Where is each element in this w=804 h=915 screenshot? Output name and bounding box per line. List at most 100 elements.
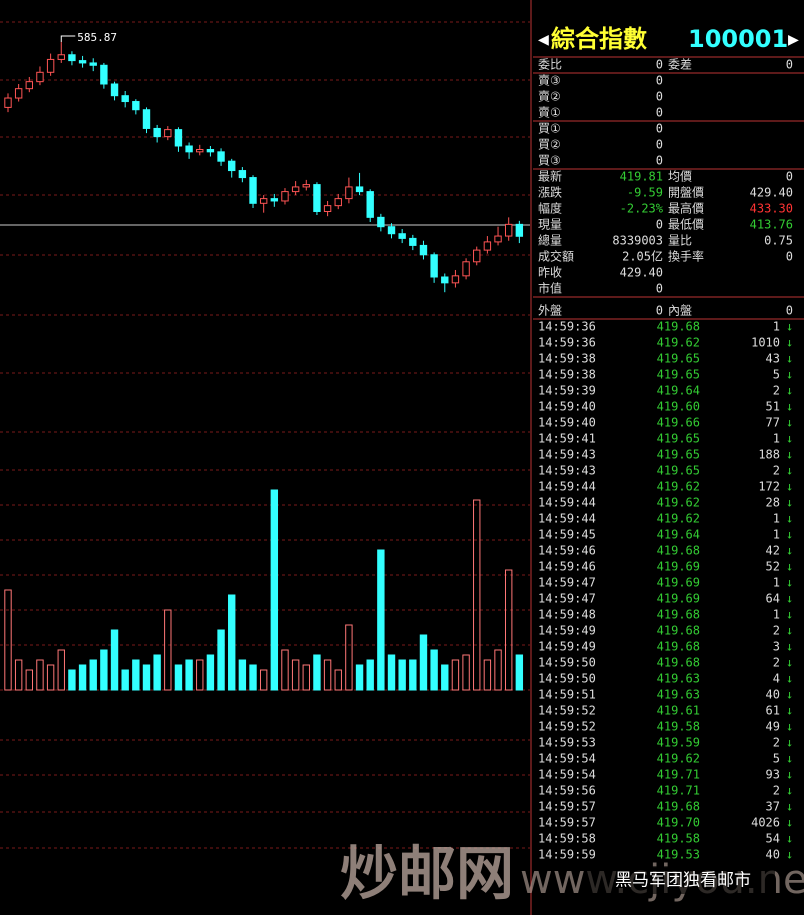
index-code: 100001	[688, 25, 788, 53]
candle-body	[323, 205, 332, 212]
volume-bar	[323, 659, 332, 691]
candle-body	[355, 186, 364, 193]
tick-arrow: ↓	[786, 608, 793, 622]
tick-volume: 49	[766, 720, 780, 734]
tick-price: 419.58	[657, 832, 700, 846]
tick-arrow: ↓	[786, 400, 793, 414]
tick-price: 419.62	[657, 752, 700, 766]
tick-arrow: ↓	[786, 720, 793, 734]
tick-price: 419.71	[657, 784, 700, 798]
tick-volume: 43	[766, 352, 780, 366]
volume-bar	[281, 649, 289, 691]
candle-body	[196, 148, 204, 153]
volume-bar	[174, 664, 183, 691]
volume-bar	[334, 669, 342, 691]
tick-volume: 42	[766, 544, 780, 558]
tick-time: 14:59:38	[538, 352, 596, 366]
tick-volume: 1	[773, 320, 780, 334]
tick-volume: 1	[773, 432, 780, 446]
tick-time: 14:59:58	[538, 832, 596, 846]
tick-volume: 1	[773, 512, 780, 526]
volume-bar	[291, 659, 300, 691]
tick-time: 14:59:47	[538, 592, 596, 606]
tick-price: 419.60	[657, 400, 700, 414]
volume-bar	[462, 654, 470, 691]
field-value: 0	[786, 58, 793, 72]
tick-price: 419.62	[657, 496, 700, 510]
tick-time: 14:59:54	[538, 768, 596, 782]
volume-bar	[494, 649, 502, 691]
tick-time: 14:59:50	[538, 672, 596, 686]
tick-price: 419.68	[657, 656, 700, 670]
tick-arrow: ↓	[786, 800, 793, 814]
tick-arrow: ↓	[786, 352, 793, 366]
tick-price: 419.63	[657, 672, 700, 686]
volume-bar	[345, 624, 353, 691]
tick-arrow: ↓	[786, 592, 793, 606]
tick-time: 14:59:54	[538, 752, 596, 766]
volume-bar	[164, 609, 172, 691]
candle-body	[46, 58, 55, 73]
tick-time: 14:59:49	[538, 640, 596, 654]
volume-bar	[78, 664, 87, 691]
next-arrow[interactable]: ▶	[788, 29, 799, 50]
candle-body	[36, 71, 44, 83]
tick-arrow: ↓	[786, 704, 793, 718]
volume-bar	[504, 569, 513, 691]
tick-time: 14:59:52	[538, 704, 596, 718]
tick-arrow: ↓	[786, 416, 793, 430]
field-value: 0	[786, 170, 793, 184]
volume-bar	[419, 634, 428, 691]
volume-bar	[249, 664, 257, 691]
candle-body	[228, 160, 236, 172]
volume-bar	[25, 669, 34, 691]
tick-price: 419.65	[657, 432, 700, 446]
volume-bar	[4, 589, 12, 691]
tick-arrow: ↓	[786, 336, 793, 350]
tick-time: 14:59:50	[538, 656, 596, 670]
tick-time: 14:59:43	[538, 448, 596, 462]
tick-price: 419.62	[657, 336, 700, 350]
tick-arrow: ↓	[786, 832, 793, 846]
prev-arrow[interactable]: ◀	[538, 29, 549, 50]
tick-volume: 1	[773, 576, 780, 590]
tick-volume: 2	[773, 384, 780, 398]
tick-volume: 37	[766, 800, 780, 814]
tick-volume: 4026	[751, 816, 780, 830]
tick-arrow: ↓	[786, 560, 793, 574]
volume-bar	[355, 664, 364, 691]
candle-body	[68, 54, 76, 62]
candle-body	[89, 62, 97, 66]
volume-bar	[409, 659, 417, 691]
field-value: 2.05亿	[622, 249, 663, 264]
tick-price: 419.64	[657, 384, 700, 398]
tick-price: 419.62	[657, 512, 700, 526]
field-value: 0.75	[764, 234, 793, 248]
tick-volume: 2	[773, 624, 780, 638]
candle-body	[398, 233, 406, 239]
candle-body	[164, 129, 172, 138]
tick-time: 14:59:41	[538, 432, 596, 446]
candle-body	[142, 109, 151, 129]
candle-body	[345, 186, 353, 200]
field-value: 0	[786, 304, 793, 318]
tick-volume: 172	[758, 480, 780, 494]
field-value: 0	[656, 90, 663, 104]
tick-time: 14:59:49	[538, 624, 596, 638]
volume-bar	[313, 654, 321, 691]
tick-arrow: ↓	[786, 496, 793, 510]
tick-price: 419.71	[657, 768, 700, 782]
field-value: 0	[656, 154, 663, 168]
tick-volume: 40	[766, 688, 780, 702]
volume-bar	[110, 629, 119, 691]
field-label: 量比	[668, 234, 692, 248]
tick-price: 419.69	[657, 560, 700, 574]
tick-price: 419.63	[657, 688, 700, 702]
tick-price: 419.70	[657, 816, 700, 830]
tick-price: 419.68	[657, 544, 700, 558]
tick-volume: 61	[766, 704, 780, 718]
tick-price: 419.61	[657, 704, 700, 718]
tick-arrow: ↓	[786, 752, 793, 766]
tick-arrow: ↓	[786, 528, 793, 542]
tick-arrow: ↓	[786, 320, 793, 334]
